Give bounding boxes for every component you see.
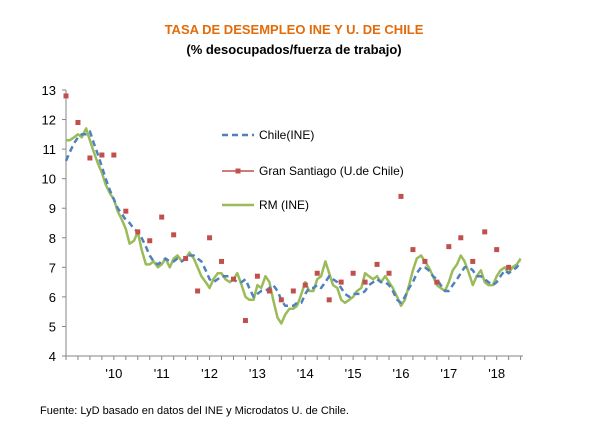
data-point-marker (326, 297, 332, 303)
chart-title: TASA DE DESEMPLEO INE Y U. DE CHILE (165, 22, 424, 37)
y-tick-label: 6 (49, 290, 56, 305)
data-point-marker (458, 235, 464, 241)
data-point-marker (374, 261, 380, 267)
data-point-marker (111, 152, 117, 158)
data-point-marker (362, 279, 368, 285)
y-tick-label: 4 (49, 349, 56, 364)
data-point-marker (290, 288, 296, 294)
x-tick-label: '17 (440, 366, 457, 381)
legend-label: Chile(INE) (259, 128, 314, 142)
data-point-marker (63, 93, 69, 99)
data-point-marker (75, 120, 81, 126)
data-point-marker (242, 318, 248, 324)
data-point-marker (99, 152, 105, 158)
data-point-marker (87, 155, 93, 161)
x-tick-label: '12 (201, 366, 218, 381)
y-tick-label: 10 (42, 172, 56, 187)
y-tick-label: 7 (49, 260, 56, 275)
data-point-marker (266, 288, 272, 294)
y-tick-label: 5 (49, 319, 56, 334)
y-tick-label: 13 (42, 83, 56, 98)
x-tick-label: '14 (297, 366, 314, 381)
legend: Chile(INE) Gran Santiago (U.de Chile) RM (… (222, 128, 404, 212)
data-point-marker (135, 229, 141, 235)
x-tick-label: '18 (488, 366, 505, 381)
series-gran-santiago-markers (63, 93, 512, 324)
y-tick-label: 12 (42, 113, 56, 128)
data-point-marker (207, 235, 213, 241)
data-point-marker (398, 193, 404, 199)
data-point-marker (350, 270, 356, 276)
data-point-marker (123, 208, 129, 214)
data-point-marker (410, 247, 416, 253)
data-point-marker (482, 229, 488, 235)
data-point-marker (183, 255, 189, 261)
data-point-marker (278, 297, 284, 303)
chart-subtitle: (% desocupados/fuerza de trabajo) (186, 42, 401, 57)
data-point-marker (338, 279, 344, 285)
y-tick-label: 11 (43, 142, 57, 157)
y-tick-label: 8 (49, 231, 56, 246)
data-point-marker (314, 270, 320, 276)
legend-label: Gran Santiago (U.de Chile) (259, 164, 404, 178)
series-layer (63, 93, 522, 325)
data-point-marker (230, 276, 236, 282)
legend-label: RM (INE) (259, 198, 309, 212)
axes: 4 5 6 7 8 9 10 11 12 13 '10 '11 '12 '13 '14 '15 '16 '17 '1… (42, 83, 523, 381)
data-point-marker (254, 273, 260, 279)
data-point-marker (386, 270, 392, 276)
data-point-marker (434, 279, 440, 285)
data-point-marker (446, 244, 452, 250)
x-tick-label: '15 (345, 366, 362, 381)
data-point-marker (195, 288, 201, 294)
data-point-marker (470, 258, 476, 264)
data-point-marker (171, 232, 177, 238)
data-point-marker (506, 264, 512, 270)
data-point-marker (302, 282, 308, 288)
data-point-marker (494, 247, 500, 253)
data-point-marker (219, 258, 225, 264)
y-tick-label: 9 (49, 201, 56, 216)
x-tick-label: '11 (154, 366, 170, 381)
data-point-marker (422, 258, 428, 264)
x-tick-label: '13 (249, 366, 266, 381)
x-tick-label: '10 (105, 366, 122, 381)
series-chile-ine-line (64, 130, 522, 308)
legend-swatch-marker (235, 168, 241, 174)
data-point-marker (159, 214, 165, 220)
data-point-marker (147, 238, 153, 244)
x-tick-label: '16 (392, 366, 409, 381)
source-note: Fuente: LyD basado en datos del INE y Mi… (40, 405, 349, 417)
series-rm-ine-line (66, 127, 522, 325)
